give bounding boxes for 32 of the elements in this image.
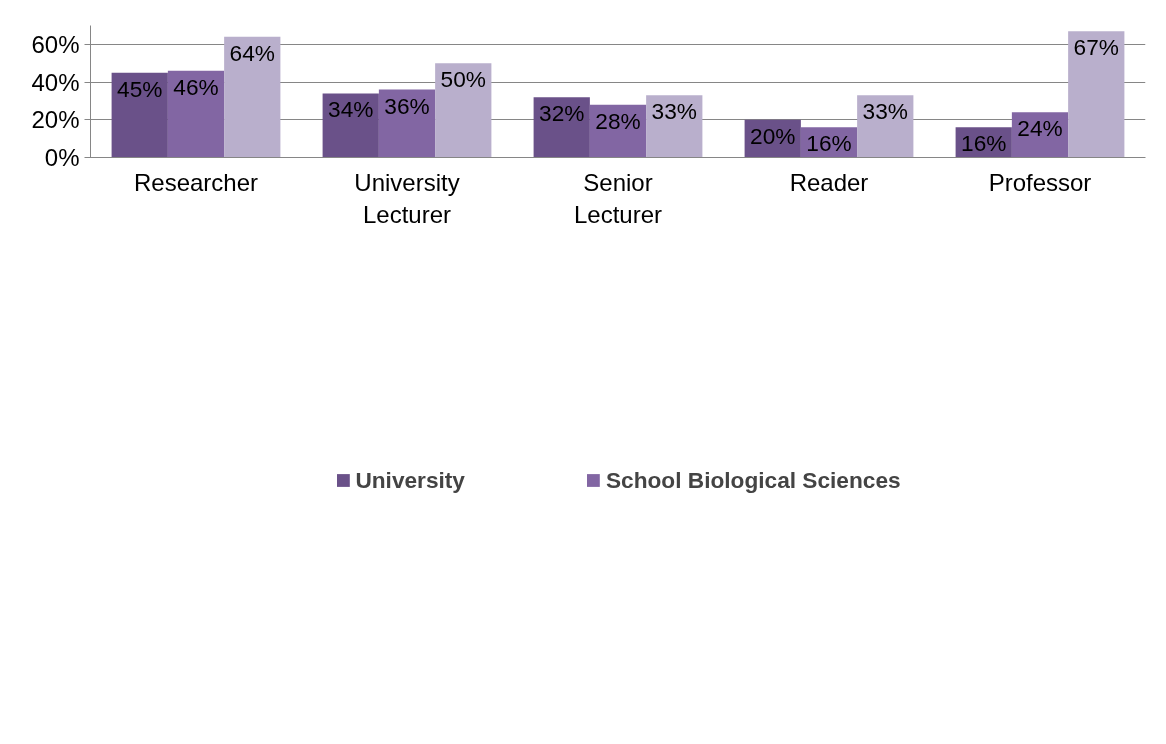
data-label: 20% (750, 122, 796, 149)
data-label: 45% (117, 75, 163, 102)
bar (167, 70, 225, 158)
data-label: 24% (1017, 115, 1063, 142)
legend-label: School Biological Sciences (605, 466, 901, 494)
data-label: 50% (440, 66, 486, 93)
data-label: 67% (1073, 34, 1119, 61)
bar (322, 93, 379, 158)
bar (1068, 31, 1125, 158)
bar (224, 36, 281, 158)
y-tick-label: 0% (44, 144, 80, 171)
data-label: 16% (961, 130, 1007, 157)
bar (435, 63, 492, 158)
x-tick-label: Senior Lecturer (573, 168, 663, 228)
data-label: 64% (229, 39, 275, 66)
y-tick-label: 60% (31, 30, 80, 58)
data-label: 46% (173, 73, 219, 100)
data-label: 16% (806, 130, 852, 157)
data-label: 28% (595, 107, 641, 134)
y-tick-label: 20% (31, 106, 80, 134)
data-label: 36% (384, 92, 430, 119)
x-tick-label: Professor (988, 168, 1092, 196)
x-tick-label: University Lecturer (354, 168, 460, 228)
x-tick-label: Reader (789, 168, 869, 196)
data-label: 33% (651, 98, 697, 125)
data-label: 34% (328, 96, 374, 123)
data-label: 32% (539, 100, 585, 127)
data-label: 33% (862, 98, 908, 125)
y-tick-label: 40% (31, 68, 80, 96)
x-tick-label: Researcher (133, 168, 259, 196)
legend-label: University (355, 466, 465, 494)
bar (111, 72, 168, 158)
